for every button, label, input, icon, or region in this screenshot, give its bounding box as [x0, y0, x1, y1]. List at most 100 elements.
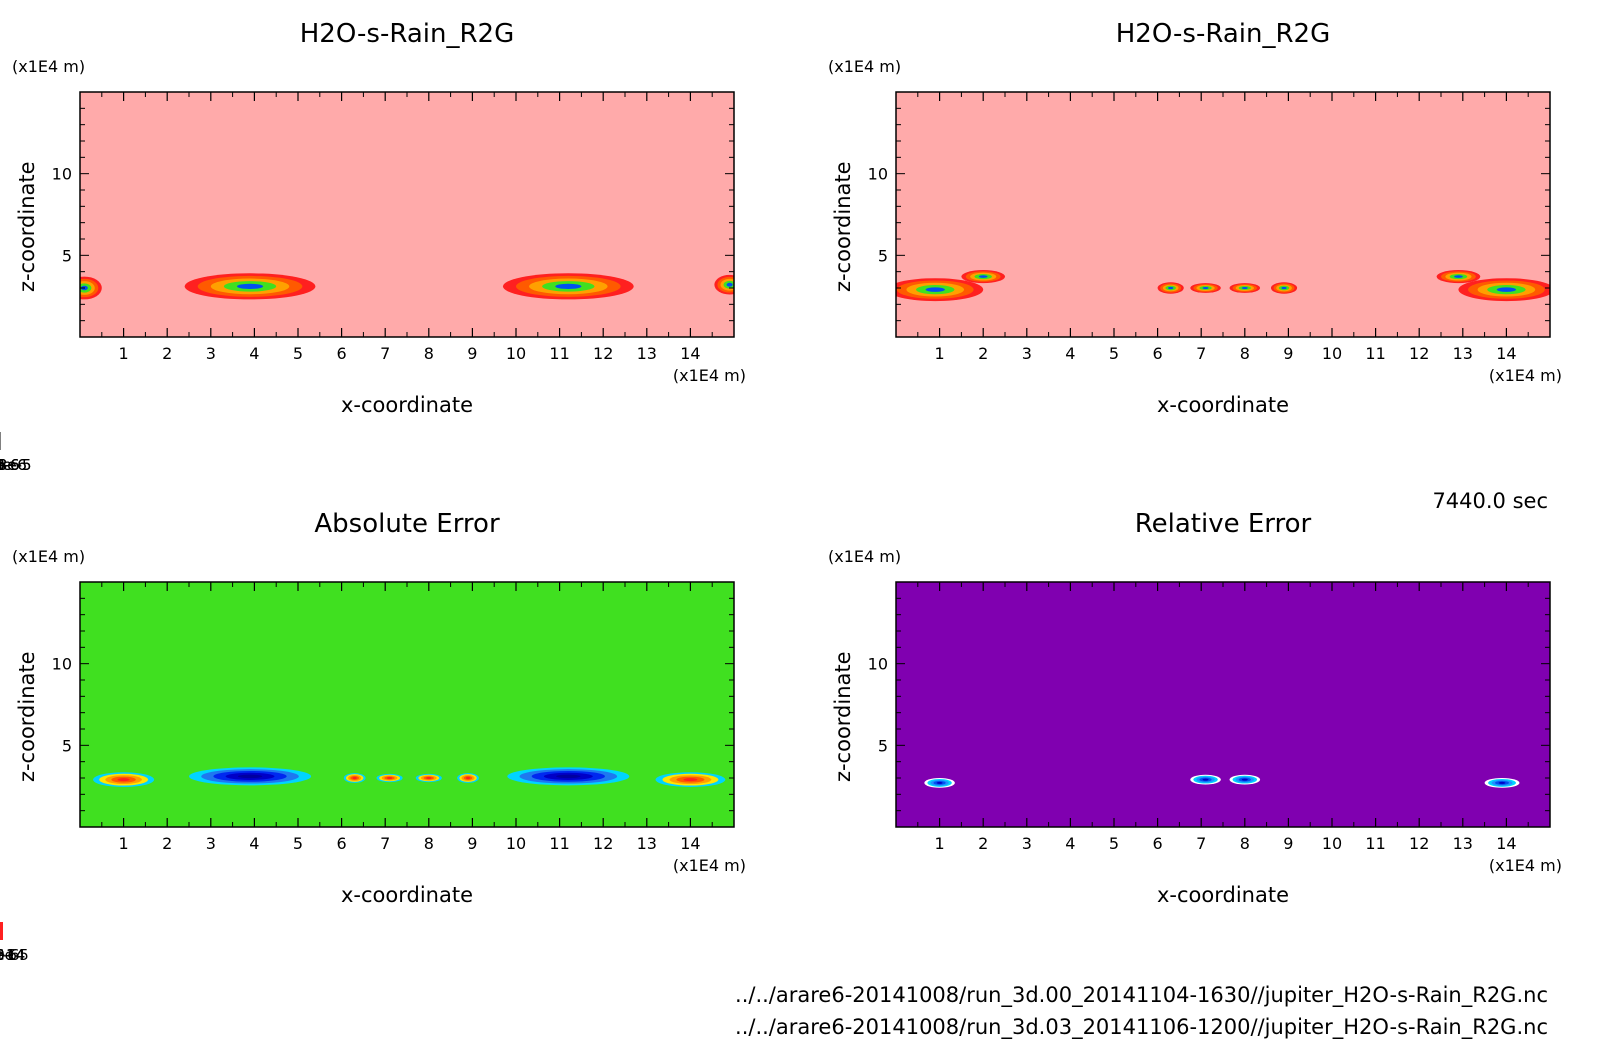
x-tick-label: 12 [1409, 344, 1429, 363]
x-tick-label: 7 [380, 834, 390, 853]
y-tick-label: 5 [878, 246, 888, 265]
contour-feature [1168, 286, 1174, 290]
x-tick-label: 8 [424, 344, 434, 363]
x-tick-label: 14 [680, 834, 700, 853]
colorbar-label: -3e-6 [0, 456, 20, 474]
time-label: 7440.0 sec [1432, 489, 1548, 513]
contour-feature [1202, 778, 1209, 781]
x-axis-label: x-coordinate [1157, 883, 1289, 907]
x-tick-label: 3 [206, 834, 216, 853]
heatmap-field [80, 92, 734, 337]
x-tick-label: 11 [1365, 834, 1385, 853]
x-tick-label: 6 [1153, 834, 1163, 853]
contour-feature [1498, 781, 1506, 784]
contour-feature [236, 283, 264, 289]
x-tick-label: 9 [1283, 834, 1293, 853]
y-axis-label: z-coordinate [831, 161, 855, 292]
colorbar-label: 0 [0, 946, 5, 964]
x-tick-label: 6 [1153, 344, 1163, 363]
error-pattern [80, 582, 734, 827]
contour-feature [1454, 275, 1463, 278]
panel-title: Absolute Error [314, 509, 500, 539]
colorbar: -1.08e-5-7.2e-6-3.6e-60 [0, 432, 32, 474]
colorbar-label: 0 [0, 456, 5, 474]
y-unit-label: (x1E4 m) [12, 547, 85, 566]
colorbar-label: -1.08e-5 [0, 456, 32, 474]
x-tick-label: 8 [1240, 834, 1250, 853]
x-tick-label: 1 [119, 344, 129, 363]
contour-feature [352, 777, 357, 779]
error-pattern [896, 582, 1550, 827]
y-tick-label: 5 [62, 736, 72, 755]
colorbar-label: -7.2e-6 [0, 456, 27, 474]
x-tick-label: 5 [1109, 834, 1119, 853]
x-tick-label: 14 [1496, 834, 1516, 853]
x-tick-label: 2 [978, 834, 988, 853]
x-tick-label: 3 [1022, 344, 1032, 363]
panel-title: Relative Error [1135, 509, 1312, 539]
x-tick-label: 10 [506, 834, 526, 853]
x-tick-label: 6 [337, 344, 347, 363]
x-tick-label: 8 [1240, 344, 1250, 363]
contour-feature [726, 282, 733, 287]
x-unit-label: (x1E4 m) [673, 856, 746, 875]
panel-1: H2O-s-Rain_R2G(x1E4 m)1 2 3 4 5 6 7 8 9 10 11 12 13 1… [0, 19, 746, 474]
x-tick-label: 2 [978, 344, 988, 363]
x-tick-label: 12 [1409, 834, 1429, 853]
heatmap-field [896, 92, 1550, 337]
panel-title: H2O-s-Rain_R2G [300, 19, 514, 49]
contour-feature [683, 778, 698, 782]
x-tick-label: 3 [1022, 834, 1032, 853]
x-tick-label: 7 [1196, 834, 1206, 853]
colorbar-label: 0 [0, 946, 5, 964]
y-tick-label: 5 [62, 246, 72, 265]
x-tick-label: 13 [637, 834, 657, 853]
heatmap-background [80, 92, 734, 337]
colorbar-label: -1.13e-5 [0, 456, 32, 474]
y-unit-label: (x1E4 m) [12, 57, 85, 76]
x-tick-label: 11 [549, 344, 569, 363]
contour-feature [1202, 287, 1209, 289]
x-tick-label: 5 [293, 344, 303, 363]
x-tick-label: 12 [593, 834, 613, 853]
y-unit-label: (x1E4 m) [828, 547, 901, 566]
contour-feature [978, 275, 988, 278]
colorbar: 03e+146e+149e+14 [0, 922, 25, 964]
colorbar: -1.13e-5-9e-6-6e-6-3e-60 [0, 432, 32, 474]
colorbar-label: 6e-6 [0, 946, 17, 964]
x-tick-label: 2 [162, 344, 172, 363]
panel-3: Absolute Error(x1E4 m)1 2 3 4 5 6 7 8 9 10 11 12 13 1… [0, 509, 746, 964]
heatmap-field [896, 582, 1550, 827]
colorbar-label: -3.6e-6 [0, 456, 27, 474]
x-tick-label: 5 [293, 834, 303, 853]
colorbar-label: -6e-6 [0, 946, 20, 964]
x-tick-label: 13 [637, 344, 657, 363]
x-tick-label: 4 [249, 834, 259, 853]
panel-2: H2O-s-Rain_R2G(x1E4 m)1 2 3 4 5 6 7 8 9 10 11 12 13 1… [0, 19, 1562, 474]
x-tick-label: 7 [380, 344, 390, 363]
x-tick-label: 13 [1453, 344, 1473, 363]
colorbar-label: -9e-6 [0, 456, 20, 474]
x-tick-label: 9 [1283, 344, 1293, 363]
x-tick-label: 9 [467, 344, 477, 363]
x-unit-label: (x1E4 m) [1489, 366, 1562, 385]
y-tick-label: 10 [868, 655, 888, 674]
x-tick-label: 2 [162, 834, 172, 853]
y-axis-label: z-coordinate [831, 651, 855, 782]
y-tick-label: 10 [52, 655, 72, 674]
heatmap-field [80, 582, 734, 827]
contour-feature [1241, 778, 1248, 781]
colorbar-label: 1.06e-5 [0, 946, 29, 964]
footer-file-2: ../../arare6-20141008/run_3d.03_20141106… [735, 1015, 1548, 1040]
x-tick-label: 10 [1322, 834, 1342, 853]
colorbar-label: 6e+14 [0, 946, 25, 964]
colorbar-label: 0 [0, 456, 5, 474]
y-axis-label: z-coordinate [15, 651, 39, 782]
y-tick-label: 10 [52, 165, 72, 184]
x-tick-label: 4 [249, 344, 259, 363]
panel-4: Relative Error (x1E4 m) 1 2 3 4 5 6 7 8 9 10 11 12 13 1… [0, 509, 1562, 964]
colorbar-label: 9e+14 [0, 946, 25, 964]
x-tick-label: 4 [1065, 344, 1075, 363]
x-unit-label: (x1E4 m) [1489, 856, 1562, 875]
contour-feature [386, 777, 393, 779]
